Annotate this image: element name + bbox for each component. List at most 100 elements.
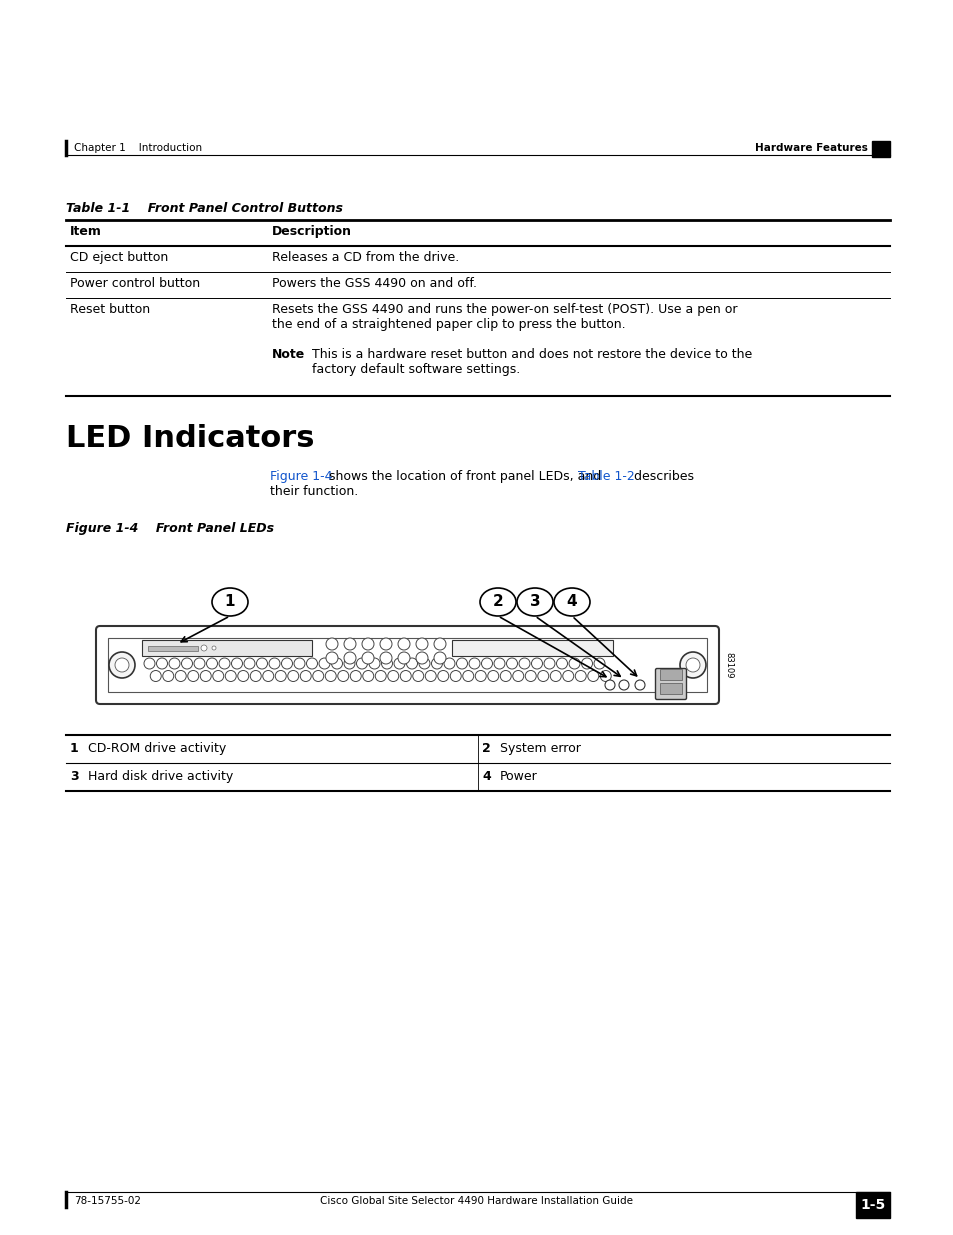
- Circle shape: [344, 638, 355, 650]
- Text: This is a hardware reset button and does not restore the device to the: This is a hardware reset button and does…: [312, 348, 752, 361]
- Circle shape: [306, 658, 317, 669]
- Circle shape: [512, 671, 523, 682]
- Circle shape: [543, 658, 555, 669]
- Circle shape: [313, 671, 323, 682]
- Circle shape: [400, 671, 411, 682]
- Bar: [659, 683, 681, 694]
- Circle shape: [150, 671, 161, 682]
- Circle shape: [450, 671, 460, 682]
- Circle shape: [237, 671, 249, 682]
- Circle shape: [581, 658, 592, 669]
- Circle shape: [635, 680, 644, 690]
- Circle shape: [475, 671, 486, 682]
- Text: Resets the GSS 4490 and runs the power-on self-test (POST). Use a pen or: Resets the GSS 4490 and runs the power-o…: [272, 303, 737, 316]
- Circle shape: [206, 658, 217, 669]
- Ellipse shape: [517, 588, 553, 616]
- Circle shape: [599, 671, 611, 682]
- Circle shape: [379, 652, 392, 664]
- Circle shape: [326, 652, 337, 664]
- Circle shape: [318, 658, 330, 669]
- Bar: [148, 646, 198, 651]
- Ellipse shape: [554, 588, 589, 616]
- Text: 3: 3: [529, 594, 539, 610]
- Circle shape: [188, 671, 198, 682]
- Circle shape: [550, 671, 560, 682]
- Circle shape: [212, 646, 215, 650]
- Bar: [452, 640, 613, 656]
- Text: 3: 3: [70, 769, 78, 783]
- Circle shape: [518, 658, 530, 669]
- Text: Power control button: Power control button: [70, 277, 200, 290]
- Text: 2: 2: [492, 594, 503, 610]
- Circle shape: [685, 658, 700, 672]
- Circle shape: [281, 658, 293, 669]
- Circle shape: [487, 671, 498, 682]
- Circle shape: [344, 658, 355, 669]
- Text: 4: 4: [481, 769, 490, 783]
- Circle shape: [115, 658, 129, 672]
- Circle shape: [232, 658, 242, 669]
- Bar: [142, 640, 312, 656]
- Text: 78-15755-02: 78-15755-02: [74, 1195, 141, 1207]
- Circle shape: [379, 638, 392, 650]
- Circle shape: [156, 658, 168, 669]
- Text: LED Indicators: LED Indicators: [66, 424, 314, 453]
- Circle shape: [575, 671, 586, 682]
- Text: factory default software settings.: factory default software settings.: [312, 363, 519, 375]
- Circle shape: [169, 658, 180, 669]
- Circle shape: [275, 671, 286, 682]
- Circle shape: [369, 658, 379, 669]
- Circle shape: [443, 658, 455, 669]
- Circle shape: [425, 671, 436, 682]
- Text: their function.: their function.: [270, 485, 358, 498]
- Circle shape: [562, 671, 573, 682]
- Circle shape: [469, 658, 479, 669]
- Text: Releases a CD from the drive.: Releases a CD from the drive.: [272, 251, 458, 264]
- Circle shape: [604, 680, 615, 690]
- Text: 83109: 83109: [723, 652, 733, 678]
- Circle shape: [326, 638, 337, 650]
- Circle shape: [375, 671, 386, 682]
- Text: Hard disk drive activity: Hard disk drive activity: [88, 769, 233, 783]
- Circle shape: [361, 638, 374, 650]
- Circle shape: [381, 658, 392, 669]
- Text: Chapter 1    Introduction: Chapter 1 Introduction: [74, 143, 202, 153]
- Text: 1-5: 1-5: [860, 1198, 884, 1212]
- Text: Figure 1-4: Figure 1-4: [270, 471, 333, 483]
- Circle shape: [462, 671, 474, 682]
- Circle shape: [356, 658, 367, 669]
- Text: the end of a straightened paper clip to press the button.: the end of a straightened paper clip to …: [272, 317, 625, 331]
- Circle shape: [587, 671, 598, 682]
- Circle shape: [144, 658, 154, 669]
- Circle shape: [325, 671, 335, 682]
- Text: Power: Power: [499, 769, 537, 783]
- Circle shape: [568, 658, 579, 669]
- Text: Hardware Features: Hardware Features: [755, 143, 867, 153]
- Text: 4: 4: [566, 594, 577, 610]
- Circle shape: [250, 671, 261, 682]
- Bar: [855, 1192, 889, 1218]
- Text: Figure 1-4    Front Panel LEDs: Figure 1-4 Front Panel LEDs: [66, 522, 274, 535]
- Text: Reset button: Reset button: [70, 303, 150, 316]
- Circle shape: [525, 671, 536, 682]
- Circle shape: [481, 658, 492, 669]
- Circle shape: [344, 652, 355, 664]
- Circle shape: [175, 671, 186, 682]
- Circle shape: [201, 645, 207, 651]
- Circle shape: [225, 671, 236, 682]
- Circle shape: [406, 658, 417, 669]
- Circle shape: [431, 658, 442, 669]
- Circle shape: [269, 658, 280, 669]
- Circle shape: [679, 652, 705, 678]
- Circle shape: [219, 658, 230, 669]
- Circle shape: [193, 658, 205, 669]
- Circle shape: [109, 652, 135, 678]
- Circle shape: [456, 658, 467, 669]
- Text: Description: Description: [272, 225, 352, 238]
- Text: describes: describes: [629, 471, 693, 483]
- Circle shape: [556, 658, 567, 669]
- FancyBboxPatch shape: [96, 626, 719, 704]
- Circle shape: [537, 671, 548, 682]
- Circle shape: [594, 658, 604, 669]
- Circle shape: [244, 658, 254, 669]
